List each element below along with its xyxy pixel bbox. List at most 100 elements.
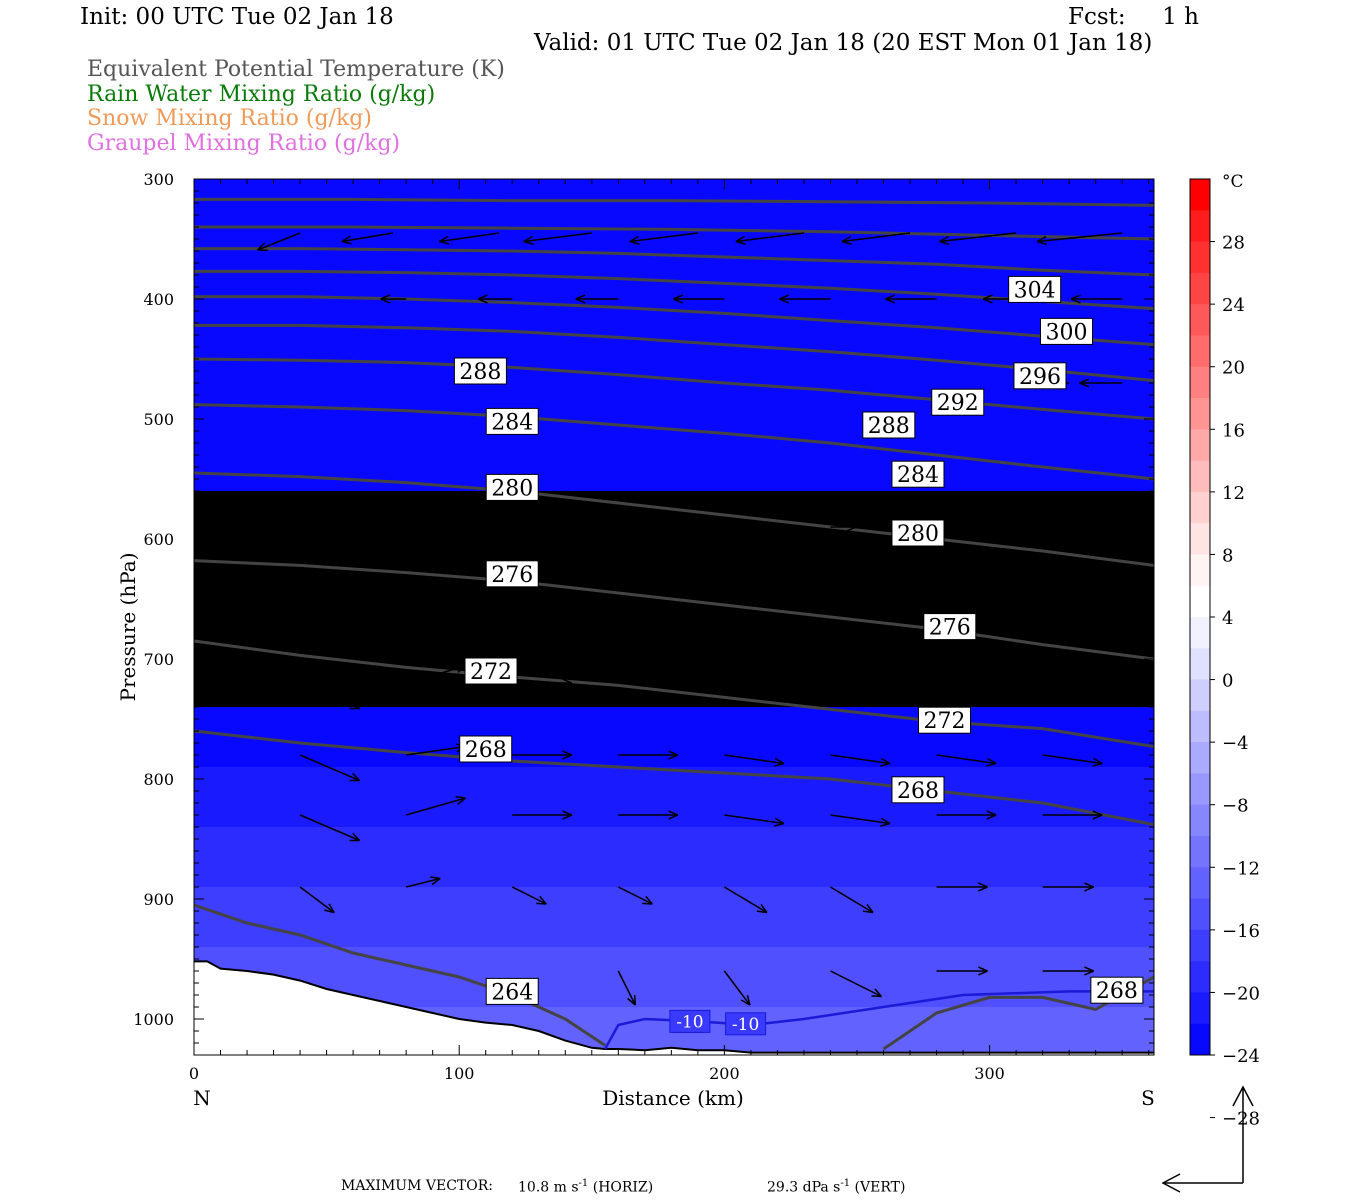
colorbar-tick-label: 8 [1222,545,1233,566]
temperature-band [194,1031,1154,1035]
temperature-band [194,875,1154,879]
temperature-band [194,303,1154,307]
wind-vector-head [536,902,547,905]
colorbar-swatch [1190,961,1210,993]
wind-vector-head [978,882,988,888]
temperature-band [194,747,1154,751]
temperature-band [194,643,1154,647]
wind-vector-head [982,298,993,304]
contour-label: 296 [1019,365,1061,390]
temperature-band [194,271,1154,275]
wind-vector-head [939,235,949,243]
temperature-band [194,203,1154,207]
wind-vector [1079,378,1123,388]
wind-vector-head [380,298,391,304]
temperature-band [194,775,1154,779]
contour-label: 280 [897,522,939,547]
wind-vector-head [779,294,789,300]
wind-vector [779,294,831,304]
wind-vector-head [673,298,683,304]
temperature-band [194,695,1154,699]
wind-vector-head [735,235,745,243]
wind-vector-shaft [735,232,805,243]
wind-vector-shaft [511,509,547,528]
wind-vector [618,599,662,612]
temperature-band [194,807,1154,811]
temperature-band [194,283,1154,287]
temperature-band [194,231,1154,235]
wind-vector-shaft [511,886,547,905]
wind-vector-head [846,526,857,532]
temperature-band [194,659,1154,663]
wind-vector [341,232,394,245]
temperature-band [194,911,1154,915]
wind-vector [735,232,805,245]
reference-vector [1161,1085,1254,1193]
init-time: Init: 00 UTC Tue 02 Jan 18 [80,4,394,30]
temperature-band [194,187,1154,191]
wind-vector-head [1093,757,1103,765]
temperature-band [194,843,1154,847]
temperature-band [194,779,1154,783]
temperature-band [194,739,1154,743]
temperature-band [194,479,1154,483]
temperature-band [194,423,1154,427]
wind-vector-head [880,762,891,767]
colorbar-swatch [1190,429,1210,462]
valid-time: Valid: 01 UTC Tue 02 Jan 18 (20 EST Mon … [534,30,1153,56]
wind-vector-head [575,298,586,304]
contour-label-box [1008,275,1062,303]
wind-vector-head [881,817,891,825]
wind-vector-head [562,810,573,816]
contour-label: 300 [1045,320,1087,345]
wind-vector-head [352,772,361,782]
temperature-band [194,871,1154,875]
temperature-band [194,295,1154,299]
wind-vector-head [562,678,573,684]
colorbar-tick-label: 16 [1222,420,1245,441]
wind-vector-head [774,762,785,767]
wind-vector-head [1084,966,1094,972]
colorbar-tick-label: 24 [1222,295,1245,316]
contour-label: 272 [923,709,965,734]
wind-vector [841,232,911,245]
temperature-band [194,211,1154,215]
wind-vector-head [978,886,988,892]
temp-contour-label-box [725,1012,767,1036]
wind-vector [673,294,725,304]
temperature-band [194,771,1154,775]
theta-e-contour [194,295,1154,347]
colorbar-swatch [1190,1023,1210,1056]
temperature-band [194,215,1154,219]
wind-vector [299,682,361,710]
wind-vector-head [748,618,759,622]
temperature-band [194,383,1154,387]
wind-vector [1042,882,1094,892]
wind-vector [830,754,891,767]
temperature-band [194,879,1154,883]
temperature-band [194,835,1154,839]
wind-vector-shaft [629,232,698,243]
wind-vector [629,232,698,245]
wind-vector-head [760,903,768,913]
reference-vertical-arrowhead [1232,1085,1254,1107]
contour-label: 268 [465,738,507,763]
wind-vector-head [423,517,433,526]
x-tick-label: 100 [444,1064,475,1083]
wind-vector-head [668,754,679,760]
temperature-band [194,979,1154,983]
wind-vector-shaft [405,797,466,816]
wind-vector [939,232,1017,246]
legend-theta-e: Equivalent Potential Temperature (K) [87,57,505,82]
wind-vector-head [1070,298,1081,304]
wind-vector [511,593,556,612]
wind-vector-head [986,814,997,820]
temperature-band [194,179,1154,183]
temperature-band [194,615,1154,619]
wind-vector [724,522,751,532]
wind-vector-shaft [1042,682,1094,693]
theta-e-contour [194,403,1154,481]
temperature-band [194,539,1154,543]
wind-vector-head [341,240,352,245]
wind-vector-head [735,240,746,245]
